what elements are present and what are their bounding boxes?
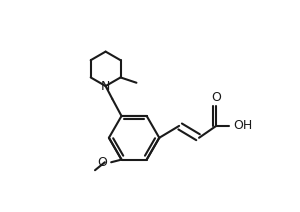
Text: OH: OH xyxy=(233,119,253,132)
Text: N: N xyxy=(101,80,110,93)
Text: O: O xyxy=(211,91,221,104)
Text: O: O xyxy=(97,156,107,169)
